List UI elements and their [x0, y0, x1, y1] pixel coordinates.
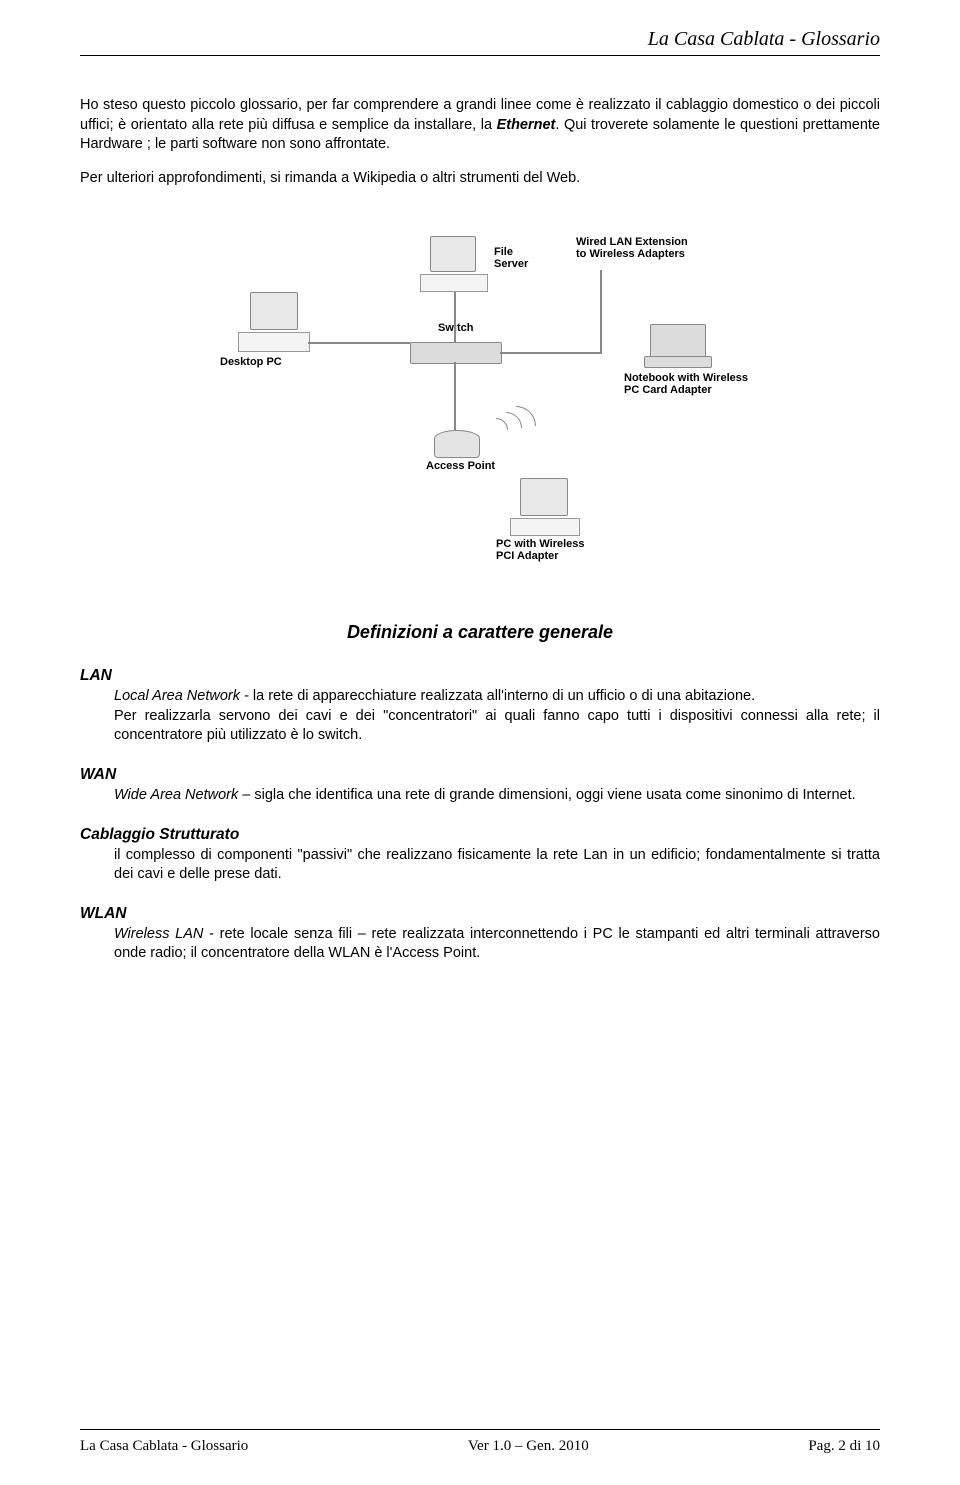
notebook-screen-icon: [650, 324, 706, 358]
intro-paragraph-2: Per ulteriori approfondimenti, si rimand…: [80, 169, 880, 189]
wave-icon: [488, 398, 545, 455]
label-wired-extension: Wired LAN Extension to Wireless Adapters: [576, 236, 688, 260]
label-access-point: Access Point: [426, 460, 495, 472]
label-desktop: Desktop PC: [220, 356, 282, 368]
label-wireless-pc: PC with Wireless PCI Adapter: [496, 538, 585, 562]
term-wlan-body: Wireless LAN - rete locale senza fili – …: [114, 925, 880, 964]
footer-right: Pag. 2 di 10: [808, 1438, 880, 1455]
page-header: La Casa Cablata - Glossario: [80, 28, 880, 56]
wireless-pc-base-icon: [510, 518, 580, 536]
page-footer: La Casa Cablata - Glossario Ver 1.0 – Ge…: [80, 1429, 880, 1455]
term-wlan-title: WLAN: [80, 905, 880, 923]
cable-line: [454, 292, 456, 342]
cable-line: [454, 362, 456, 430]
term-wan-title: WAN: [80, 766, 880, 784]
network-diagram: Desktop PC File Server Switch Wired LAN …: [80, 232, 880, 552]
access-point-icon: [434, 430, 480, 458]
term-lan-body2: Per realizzarla servono dei cavi e dei "…: [114, 707, 880, 746]
term-wlan: WLAN Wireless LAN - rete locale senza fi…: [80, 905, 880, 964]
notebook-base-icon: [644, 356, 712, 368]
term-lan-lead: Local Area Network -: [114, 688, 253, 704]
file-server-base-icon: [420, 274, 488, 292]
footer-center: Ver 1.0 – Gen. 2010: [468, 1438, 589, 1455]
term-wan-body: Wide Area Network – sigla che identifica…: [114, 786, 880, 806]
desktop-monitor-icon: [250, 292, 298, 330]
term-lan: LAN Local Area Network - la rete di appa…: [80, 667, 880, 746]
diagram-canvas: Desktop PC File Server Switch Wired LAN …: [220, 232, 740, 552]
term-lan-title: LAN: [80, 667, 880, 685]
term-wan-text: – sigla che identifica una rete di grand…: [238, 787, 855, 803]
intro-paragraph-1: Ho steso questo piccolo glossario, per f…: [80, 96, 880, 155]
label-notebook: Notebook with Wireless PC Card Adapter: [624, 372, 748, 396]
term-lan-body: Local Area Network - la rete di apparecc…: [114, 687, 880, 707]
term-wan: WAN Wide Area Network – sigla che identi…: [80, 766, 880, 806]
footer-gap: [80, 984, 880, 1429]
wireless-pc-monitor-icon: [520, 478, 568, 516]
term-wlan-lead: Wireless LAN: [114, 926, 203, 942]
section-title: Definizioni a carattere generale: [80, 622, 880, 643]
term-cablaggio-body: il complesso di componenti "passivi" che…: [114, 846, 880, 885]
cable-line: [308, 342, 410, 344]
header-title: La Casa Cablata - Glossario: [648, 28, 880, 50]
file-server-monitor-icon: [430, 236, 476, 272]
term-cablaggio-title: Cablaggio Strutturato: [80, 826, 880, 844]
term-wlan-text: - rete locale senza fili – rete realizza…: [114, 926, 880, 962]
document-page: La Casa Cablata - Glossario Ho steso que…: [0, 0, 960, 1485]
intro-block: Ho steso questo piccolo glossario, per f…: [80, 96, 880, 202]
cable-line: [500, 352, 600, 354]
term-cablaggio: Cablaggio Strutturato il complesso di co…: [80, 826, 880, 885]
intro-p1-ethernet: Ethernet: [497, 117, 556, 133]
cable-line: [600, 270, 602, 354]
switch-icon: [410, 342, 502, 364]
label-file-server: File Server: [494, 246, 528, 270]
footer-left: La Casa Cablata - Glossario: [80, 1438, 248, 1455]
term-wan-lead: Wide Area Network: [114, 787, 238, 803]
term-lan-body1: la rete di apparecchiature realizzata al…: [253, 688, 755, 704]
desktop-base-icon: [238, 332, 310, 352]
